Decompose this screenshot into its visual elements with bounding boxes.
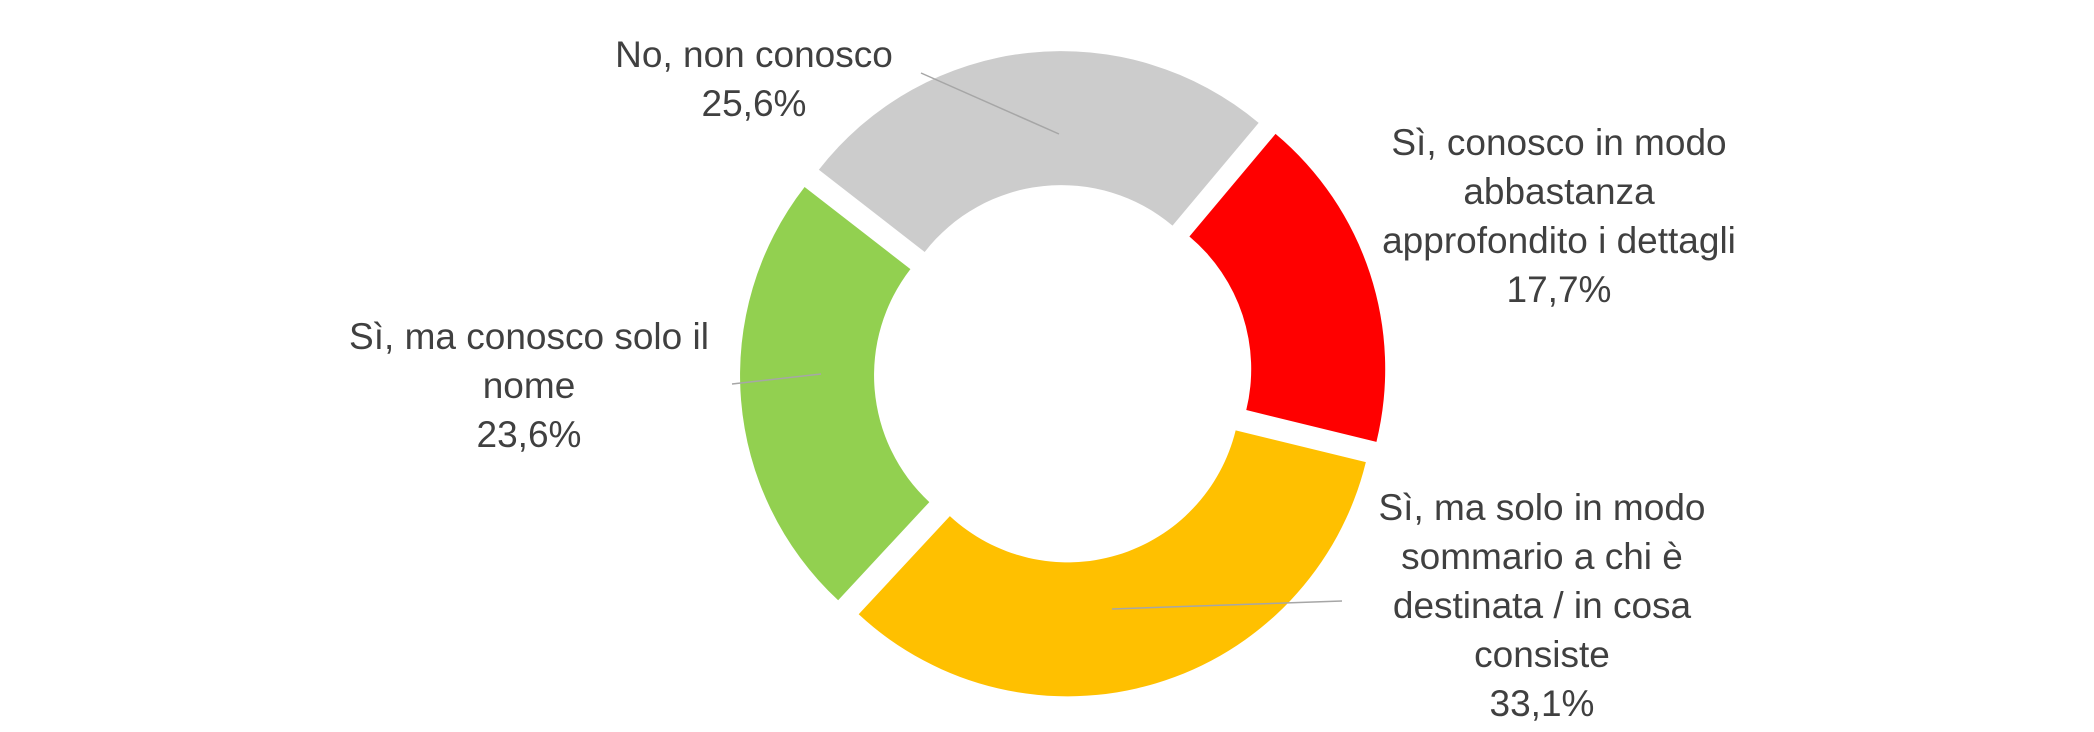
value-label: 33,1% [1489, 683, 1595, 724]
donut-segment [858, 430, 1366, 697]
data-label: Sì, ma solo in modo sommario a chi è des… [1332, 483, 1752, 728]
data-label: Sì, ma conosco solo il nome 23,6% [329, 312, 729, 459]
value-label: 25,6% [701, 83, 807, 124]
category-label: No, non conosco [615, 34, 893, 75]
value-label: 17,7% [1506, 269, 1612, 310]
value-label: 23,6% [476, 414, 582, 455]
data-label: Sì, conosco in modo abbastanza approfond… [1359, 118, 1759, 314]
category-label: Sì, ma conosco solo il nome [349, 316, 709, 406]
leader-line [731, 373, 822, 385]
leader-line [920, 72, 1060, 135]
category-label: Sì, ma solo in modo sommario a chi è des… [1378, 487, 1706, 675]
leader-line [1111, 600, 1343, 610]
donut-segment [818, 51, 1259, 252]
category-label: Sì, conosco in modo abbastanza approfond… [1382, 122, 1736, 261]
data-label: No, non conosco 25,6% [574, 30, 934, 128]
donut-segment [1189, 133, 1386, 442]
donut-segment [740, 186, 930, 601]
